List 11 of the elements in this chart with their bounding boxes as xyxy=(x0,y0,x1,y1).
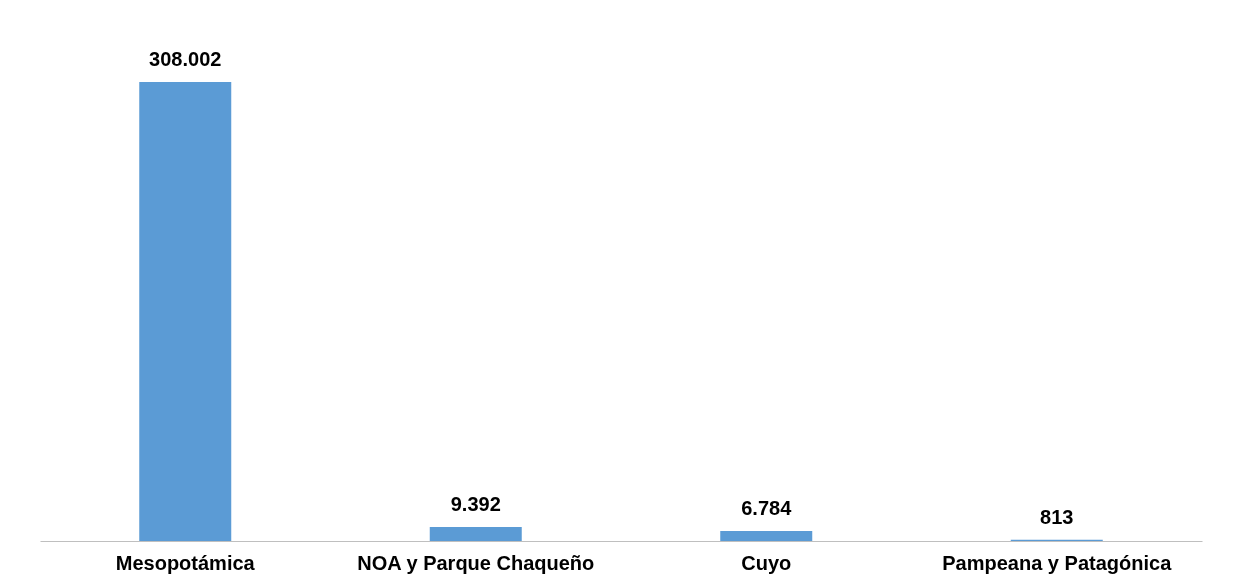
x-tick-label: NOA y Parque Chaqueño xyxy=(357,551,595,574)
x-tick-label: Mesopotámica xyxy=(115,551,256,574)
bar xyxy=(429,527,522,541)
data-label: 308.002 xyxy=(149,48,222,70)
x-tick-label: Cuyo xyxy=(741,551,792,574)
data-label: 6.784 xyxy=(741,496,793,519)
data-label: 813 xyxy=(1040,505,1074,528)
data-label: 9.392 xyxy=(450,493,501,515)
x-tick-label: Pampeana y Patagónica xyxy=(942,551,1173,574)
bar xyxy=(720,530,813,541)
bar xyxy=(139,82,232,541)
